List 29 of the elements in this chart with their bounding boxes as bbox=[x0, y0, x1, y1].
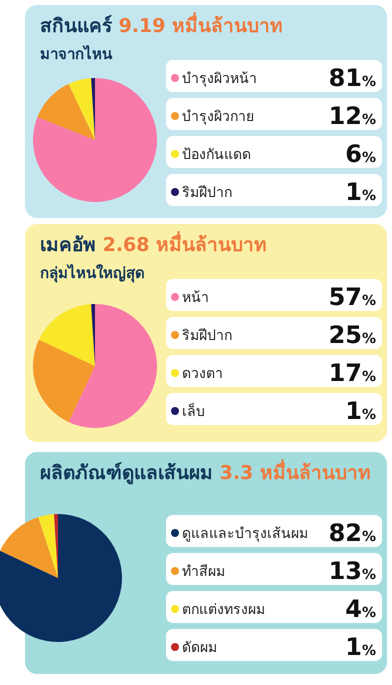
legend-label: บำรุงผิวหน้า bbox=[182, 71, 257, 87]
legend-label: หน้า bbox=[182, 290, 209, 306]
legend-label: ริมฝีปาก bbox=[182, 328, 232, 344]
text: ผลิตภัณฑ์ดูแลเส้นผม 3.3 หมื่นล้านบาท bbox=[40, 459, 371, 485]
data-label: 1% bbox=[345, 397, 376, 425]
legend-label: ทำสีผม bbox=[182, 564, 225, 580]
data-label: 4% bbox=[345, 595, 376, 623]
chart-subtitle: กลุ่มไหนใหญ่สุด bbox=[40, 263, 145, 283]
chart-title: เมคอัพ 2.68 หมื่นล้านบาท bbox=[40, 231, 268, 256]
data-label: 13% bbox=[328, 557, 376, 585]
legend-label: เล็บ bbox=[182, 402, 205, 420]
legend-label: ดัดผม bbox=[182, 640, 217, 656]
chart-title: สกินแคร์ 9.19 หมื่นล้านบาท bbox=[40, 12, 284, 37]
chart-subtitle: มาจากไหน bbox=[40, 44, 113, 63]
data-label: 17% bbox=[328, 359, 376, 387]
data-label: 25% bbox=[328, 321, 376, 349]
legend-label: บำรุงผิวกาย bbox=[182, 109, 254, 125]
legend-label: ดวงตา bbox=[182, 366, 223, 382]
data-label: 81% bbox=[328, 64, 376, 92]
data-label: 1% bbox=[345, 178, 376, 206]
data-label: 82% bbox=[328, 519, 376, 547]
data-label: 1% bbox=[345, 633, 376, 661]
legend-label: ดูแลและบำรุงเส้นผม bbox=[182, 526, 308, 542]
legend-label: ตกแต่งทรงผม bbox=[182, 602, 265, 618]
data-label: 12% bbox=[328, 102, 376, 130]
legend-label: ป้องกันแดด bbox=[182, 147, 251, 163]
data-label: 57% bbox=[328, 283, 376, 311]
data-label: 6% bbox=[345, 140, 376, 168]
legend-label: ริมฝีปาก bbox=[182, 185, 232, 201]
